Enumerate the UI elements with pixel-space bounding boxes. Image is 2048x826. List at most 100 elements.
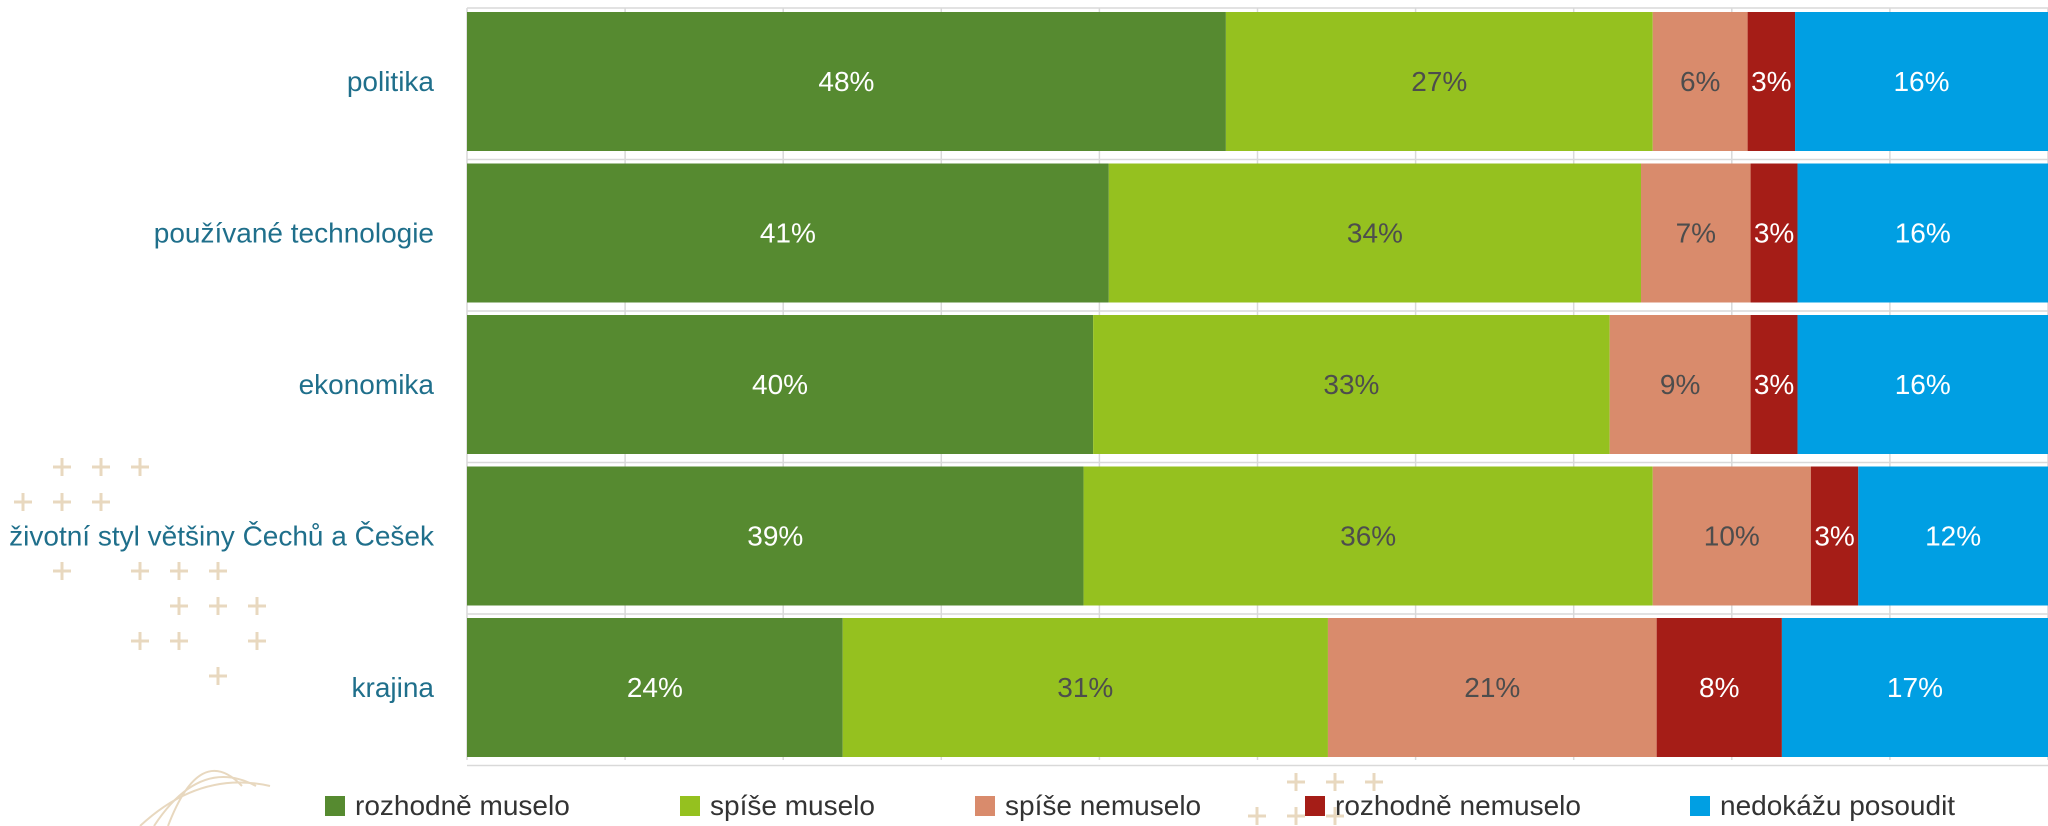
bar-segment (1810, 466, 1859, 606)
category-label: životní styl většiny Čechů a Češek (9, 521, 435, 552)
data-label: 39% (747, 521, 803, 552)
plus-decoration (92, 458, 110, 476)
legend-item: rozhodně nemuselo (1305, 786, 1581, 826)
plus-decoration (1287, 773, 1305, 791)
bar-segment (1225, 12, 1653, 151)
bar-segment (1797, 315, 2048, 454)
bar-segment (842, 618, 1328, 757)
bar-segment (467, 315, 1094, 454)
data-label: 17% (1887, 672, 1943, 703)
bar-segment (1656, 618, 1782, 757)
data-label: 3% (1754, 218, 1794, 249)
plus-decoration (53, 458, 71, 476)
data-label: 3% (1814, 521, 1854, 552)
legend-label: rozhodně nemuselo (1335, 790, 1581, 821)
plus-decoration (131, 632, 149, 650)
data-label: 34% (1347, 218, 1403, 249)
arc-decoration (167, 769, 243, 826)
legend-item: nedokážu posoudit (1690, 786, 1955, 826)
plus-decoration (170, 597, 188, 615)
data-label: 16% (1893, 66, 1949, 97)
bar-segment (1083, 466, 1653, 606)
data-label: 6% (1680, 66, 1720, 97)
category-label: politika (347, 66, 435, 97)
plus-decoration (248, 632, 266, 650)
data-label: 24% (627, 672, 683, 703)
plus-decoration (248, 597, 266, 615)
bar-segment (1609, 315, 1751, 454)
bar-segment (1652, 466, 1811, 606)
legend-swatch (680, 796, 700, 816)
legend-swatch (325, 796, 345, 816)
bar-segment (1750, 163, 1798, 303)
arc-decoration (153, 776, 257, 826)
data-label: 48% (818, 66, 874, 97)
plus-decoration (1326, 773, 1344, 791)
legend-item: spíše muselo (680, 786, 875, 826)
plus-decoration (1326, 807, 1344, 825)
bar-segment (1093, 315, 1610, 454)
category-label: používané technologie (154, 218, 434, 249)
category-label: ekonomika (299, 369, 435, 400)
data-label: 9% (1660, 369, 1700, 400)
plus-decoration (131, 562, 149, 580)
legend-swatch (975, 796, 995, 816)
legend-label: spíše muselo (710, 790, 875, 821)
data-label: 12% (1925, 521, 1981, 552)
legend-label: spíše nemuselo (1005, 790, 1202, 821)
data-label: 36% (1340, 521, 1396, 552)
plus-decoration (1365, 773, 1383, 791)
legend-swatch (1305, 796, 1325, 816)
data-label: 40% (752, 369, 808, 400)
plus-decoration (209, 667, 227, 685)
bar-segment (467, 618, 843, 757)
decorative-plus-pattern (14, 458, 1383, 825)
bar-segment (467, 466, 1084, 606)
bar-segment (1747, 12, 1796, 151)
legend-item: spíše nemuselo (975, 786, 1201, 826)
plus-decoration (170, 562, 188, 580)
legend-swatch (1690, 796, 1710, 816)
plus-decoration (1287, 807, 1305, 825)
plus-decoration (14, 493, 32, 511)
plus-decoration (131, 458, 149, 476)
bar-segment (1108, 163, 1642, 303)
category-label: krajina (352, 672, 435, 703)
bar-segment (1641, 163, 1751, 303)
chart-legend: rozhodně muselo spíše muselo spíše nemusel… (0, 786, 2048, 826)
decorative-arcs (139, 769, 271, 826)
plus-decoration (209, 562, 227, 580)
plus-decoration (53, 493, 71, 511)
plus-decoration (209, 597, 227, 615)
data-label: 31% (1057, 672, 1113, 703)
plus-decoration (92, 493, 110, 511)
bar-segment (1781, 618, 2048, 757)
data-label: 3% (1754, 369, 1794, 400)
data-label: 8% (1699, 672, 1739, 703)
bars: 48% 27% 6% 3% 16% 41% 34% 7% 3% 16% 40% 33% 9% 3% 16% 3… (467, 12, 2048, 757)
bar-segment (1795, 12, 2048, 151)
legend-label: rozhodně muselo (355, 790, 570, 821)
bar-segment (1797, 163, 2048, 303)
data-label: 41% (760, 218, 816, 249)
plus-decoration (1248, 807, 1266, 825)
bar-segment (1858, 466, 2048, 606)
legend-label: nedokážu posoudit (1720, 790, 1956, 821)
plus-decoration (170, 632, 188, 650)
data-label: 16% (1895, 369, 1951, 400)
bar-segment (467, 12, 1226, 151)
plus-decoration (53, 562, 71, 580)
bar-segment (1750, 315, 1798, 454)
data-label: 10% (1704, 521, 1760, 552)
data-label: 3% (1751, 66, 1791, 97)
bar-segment (467, 163, 1109, 303)
bar-segment (1652, 12, 1748, 151)
bar-segment (1327, 618, 1657, 757)
data-label: 7% (1676, 218, 1716, 249)
arc-decoration (139, 781, 271, 826)
data-label: 33% (1323, 369, 1379, 400)
data-label: 27% (1411, 66, 1467, 97)
data-label: 21% (1464, 672, 1520, 703)
